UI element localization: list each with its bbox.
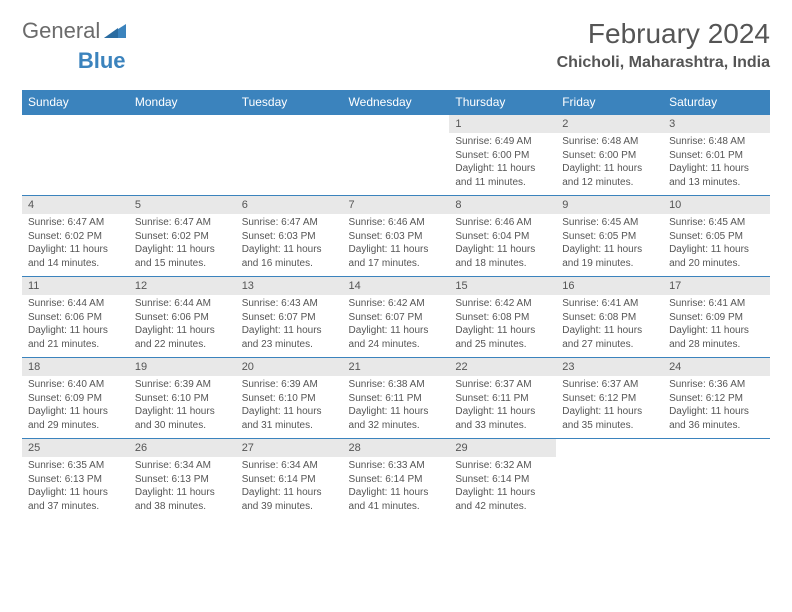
day-detail: Sunrise: 6:34 AMSunset: 6:13 PMDaylight:… (129, 457, 236, 519)
day-detail: Sunrise: 6:41 AMSunset: 6:09 PMDaylight:… (663, 295, 770, 358)
day-number: 11 (22, 277, 129, 295)
day-detail (129, 133, 236, 196)
day-number: 13 (236, 277, 343, 295)
day-number: 28 (343, 439, 450, 457)
day-detail: Sunrise: 6:39 AMSunset: 6:10 PMDaylight:… (236, 376, 343, 439)
day-detail (663, 457, 770, 519)
day-detail: Sunrise: 6:32 AMSunset: 6:14 PMDaylight:… (449, 457, 556, 519)
day-number: 10 (663, 196, 770, 214)
day-number (129, 115, 236, 133)
day-detail: Sunrise: 6:47 AMSunset: 6:02 PMDaylight:… (22, 214, 129, 277)
day-header: Saturday (663, 90, 770, 115)
daynum-row: 2526272829 (22, 439, 770, 457)
logo: General (22, 18, 128, 44)
month-title: February 2024 (557, 18, 770, 50)
day-number: 7 (343, 196, 450, 214)
day-number: 6 (236, 196, 343, 214)
day-number: 22 (449, 358, 556, 376)
day-number: 19 (129, 358, 236, 376)
day-detail: Sunrise: 6:33 AMSunset: 6:14 PMDaylight:… (343, 457, 450, 519)
day-number: 9 (556, 196, 663, 214)
day-number: 26 (129, 439, 236, 457)
day-number: 17 (663, 277, 770, 295)
day-detail: Sunrise: 6:47 AMSunset: 6:02 PMDaylight:… (129, 214, 236, 277)
day-detail (22, 133, 129, 196)
day-detail: Sunrise: 6:45 AMSunset: 6:05 PMDaylight:… (663, 214, 770, 277)
day-number: 21 (343, 358, 450, 376)
day-header: Wednesday (343, 90, 450, 115)
day-detail: Sunrise: 6:41 AMSunset: 6:08 PMDaylight:… (556, 295, 663, 358)
day-detail: Sunrise: 6:34 AMSunset: 6:14 PMDaylight:… (236, 457, 343, 519)
daynum-row: 11121314151617 (22, 277, 770, 295)
daynum-row: 18192021222324 (22, 358, 770, 376)
day-number (236, 115, 343, 133)
detail-row: Sunrise: 6:44 AMSunset: 6:06 PMDaylight:… (22, 295, 770, 358)
day-header: Thursday (449, 90, 556, 115)
detail-row: Sunrise: 6:49 AMSunset: 6:00 PMDaylight:… (22, 133, 770, 196)
detail-row: Sunrise: 6:47 AMSunset: 6:02 PMDaylight:… (22, 214, 770, 277)
calendar-table: SundayMondayTuesdayWednesdayThursdayFrid… (22, 90, 770, 519)
day-detail: Sunrise: 6:48 AMSunset: 6:00 PMDaylight:… (556, 133, 663, 196)
triangle-icon (104, 20, 126, 43)
day-header: Monday (129, 90, 236, 115)
detail-row: Sunrise: 6:40 AMSunset: 6:09 PMDaylight:… (22, 376, 770, 439)
day-number: 23 (556, 358, 663, 376)
day-number: 18 (22, 358, 129, 376)
day-number: 29 (449, 439, 556, 457)
day-number: 4 (22, 196, 129, 214)
day-number: 25 (22, 439, 129, 457)
detail-row: Sunrise: 6:35 AMSunset: 6:13 PMDaylight:… (22, 457, 770, 519)
day-detail: Sunrise: 6:46 AMSunset: 6:03 PMDaylight:… (343, 214, 450, 277)
day-detail: Sunrise: 6:44 AMSunset: 6:06 PMDaylight:… (129, 295, 236, 358)
day-detail: Sunrise: 6:37 AMSunset: 6:12 PMDaylight:… (556, 376, 663, 439)
day-number: 1 (449, 115, 556, 133)
daynum-row: 123 (22, 115, 770, 133)
day-detail (236, 133, 343, 196)
day-detail: Sunrise: 6:35 AMSunset: 6:13 PMDaylight:… (22, 457, 129, 519)
day-header: Sunday (22, 90, 129, 115)
day-number: 14 (343, 277, 450, 295)
day-number: 12 (129, 277, 236, 295)
day-detail: Sunrise: 6:45 AMSunset: 6:05 PMDaylight:… (556, 214, 663, 277)
day-number: 5 (129, 196, 236, 214)
day-number (343, 115, 450, 133)
day-header: Tuesday (236, 90, 343, 115)
day-number: 15 (449, 277, 556, 295)
day-detail: Sunrise: 6:37 AMSunset: 6:11 PMDaylight:… (449, 376, 556, 439)
day-number: 8 (449, 196, 556, 214)
day-detail: Sunrise: 6:38 AMSunset: 6:11 PMDaylight:… (343, 376, 450, 439)
day-number: 20 (236, 358, 343, 376)
day-number: 24 (663, 358, 770, 376)
day-detail: Sunrise: 6:42 AMSunset: 6:08 PMDaylight:… (449, 295, 556, 358)
day-number (22, 115, 129, 133)
day-number (663, 439, 770, 457)
day-detail: Sunrise: 6:43 AMSunset: 6:07 PMDaylight:… (236, 295, 343, 358)
day-detail: Sunrise: 6:36 AMSunset: 6:12 PMDaylight:… (663, 376, 770, 439)
day-number: 16 (556, 277, 663, 295)
day-detail: Sunrise: 6:48 AMSunset: 6:01 PMDaylight:… (663, 133, 770, 196)
day-number: 3 (663, 115, 770, 133)
day-detail: Sunrise: 6:46 AMSunset: 6:04 PMDaylight:… (449, 214, 556, 277)
day-detail: Sunrise: 6:44 AMSunset: 6:06 PMDaylight:… (22, 295, 129, 358)
day-number: 2 (556, 115, 663, 133)
location-text: Chicholi, Maharashtra, India (557, 54, 770, 72)
day-detail (556, 457, 663, 519)
day-header-row: SundayMondayTuesdayWednesdayThursdayFrid… (22, 90, 770, 115)
day-header: Friday (556, 90, 663, 115)
day-detail: Sunrise: 6:40 AMSunset: 6:09 PMDaylight:… (22, 376, 129, 439)
day-detail (343, 133, 450, 196)
day-number: 27 (236, 439, 343, 457)
day-detail: Sunrise: 6:49 AMSunset: 6:00 PMDaylight:… (449, 133, 556, 196)
day-detail: Sunrise: 6:39 AMSunset: 6:10 PMDaylight:… (129, 376, 236, 439)
title-block: February 2024 Chicholi, Maharashtra, Ind… (557, 18, 770, 72)
logo-text-general: General (22, 18, 100, 44)
day-detail: Sunrise: 6:47 AMSunset: 6:03 PMDaylight:… (236, 214, 343, 277)
logo-text-blue: Blue (78, 48, 126, 74)
daynum-row: 45678910 (22, 196, 770, 214)
day-number (556, 439, 663, 457)
day-detail: Sunrise: 6:42 AMSunset: 6:07 PMDaylight:… (343, 295, 450, 358)
